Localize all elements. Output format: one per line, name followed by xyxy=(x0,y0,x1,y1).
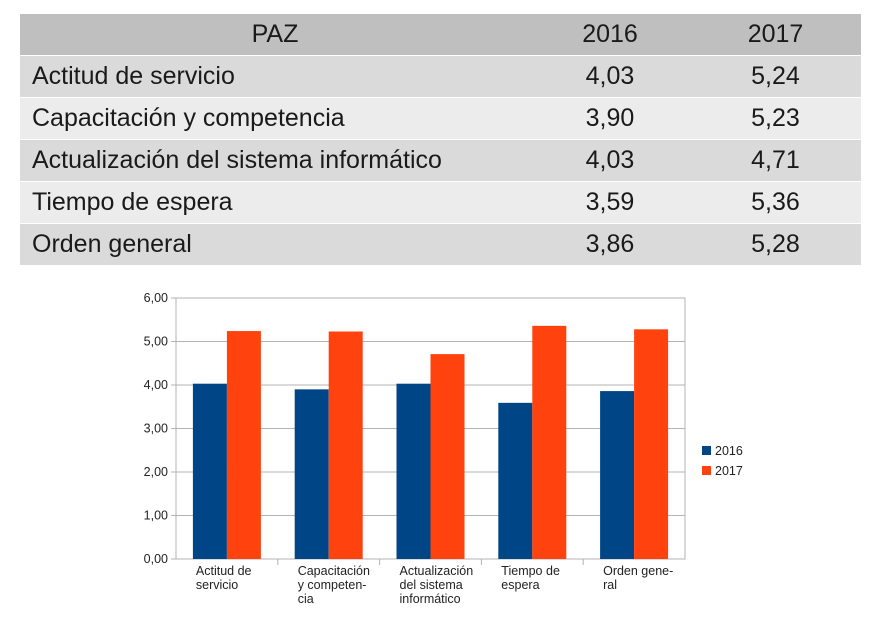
bar-2017 xyxy=(532,325,567,559)
bar-2017 xyxy=(634,329,669,559)
cell-2016: 3,90 xyxy=(530,97,690,140)
x-tick-label: Actitud de servicio xyxy=(196,564,252,592)
row-label: Tiempo de espera xyxy=(20,181,530,224)
y-tick-label: 3,00 xyxy=(144,422,168,436)
y-tick-label: 6,00 xyxy=(144,291,168,305)
bar-2017 xyxy=(328,331,363,559)
bar-2016 xyxy=(600,391,635,559)
bar-2016 xyxy=(294,389,329,559)
paz-table: PAZ 2016 2017 Actitud de servicio 4,03 5… xyxy=(20,14,861,266)
legend-swatch-2016 xyxy=(702,446,711,455)
row-label: Orden general xyxy=(20,223,530,266)
y-tick-label: 2,00 xyxy=(144,465,168,479)
cell-2016: 3,59 xyxy=(530,181,690,224)
row-label: Capacitación y competencia xyxy=(20,97,530,140)
row-label: Actualización del sistema informático xyxy=(20,139,530,182)
cell-2017: 5,23 xyxy=(690,97,861,140)
y-tick-label: 5,00 xyxy=(144,335,168,349)
bar-2016 xyxy=(498,402,533,559)
cell-2016: 4,03 xyxy=(530,55,690,98)
header-cell-paz: PAZ xyxy=(20,14,530,56)
cell-2017: 5,36 xyxy=(690,181,861,224)
header-cell-2017: 2017 xyxy=(690,14,861,56)
bar-2016 xyxy=(396,383,431,559)
x-tick-label: Tiempo de espera xyxy=(501,564,560,592)
table-row: Tiempo de espera 3,59 5,36 xyxy=(20,181,861,224)
legend-swatch-2017 xyxy=(702,466,711,475)
x-tick-label: Capacitación y competen-cia xyxy=(298,564,370,606)
y-tick-label: 4,00 xyxy=(144,378,168,392)
header-cell-2016: 2016 xyxy=(530,14,690,56)
x-tick-label: Orden gene-ral xyxy=(603,564,673,592)
y-tick-label: 1,00 xyxy=(144,509,168,523)
bar-2017 xyxy=(430,354,465,559)
table-row: Actitud de servicio 4,03 5,24 xyxy=(20,55,861,98)
cell-2016: 3,86 xyxy=(530,223,690,266)
cell-2017: 4,71 xyxy=(690,139,861,182)
legend-label-2017: 2017 xyxy=(715,464,743,478)
bar-2017 xyxy=(226,331,261,559)
legend-label-2016: 2016 xyxy=(715,444,743,458)
table-row: Orden general 3,86 5,28 xyxy=(20,223,861,266)
cell-2017: 5,28 xyxy=(690,223,861,266)
table-header-row: PAZ 2016 2017 xyxy=(20,14,861,56)
bar-chart: 0,00 1,00 2,00 3,00 4,00 5,00 6,00 Actitud de se… xyxy=(144,291,743,606)
cell-2016: 4,03 xyxy=(530,139,690,182)
y-tick-label: 0,00 xyxy=(144,552,168,566)
x-tick-label: Actualización del sistema informático xyxy=(400,564,474,606)
table-row: Capacitación y competencia 3,90 5,23 xyxy=(20,97,861,140)
table-row: Actualización del sistema informático 4,… xyxy=(20,139,861,182)
cell-2017: 5,24 xyxy=(690,55,861,98)
bar-2016 xyxy=(192,383,227,559)
row-label: Actitud de servicio xyxy=(20,55,530,98)
